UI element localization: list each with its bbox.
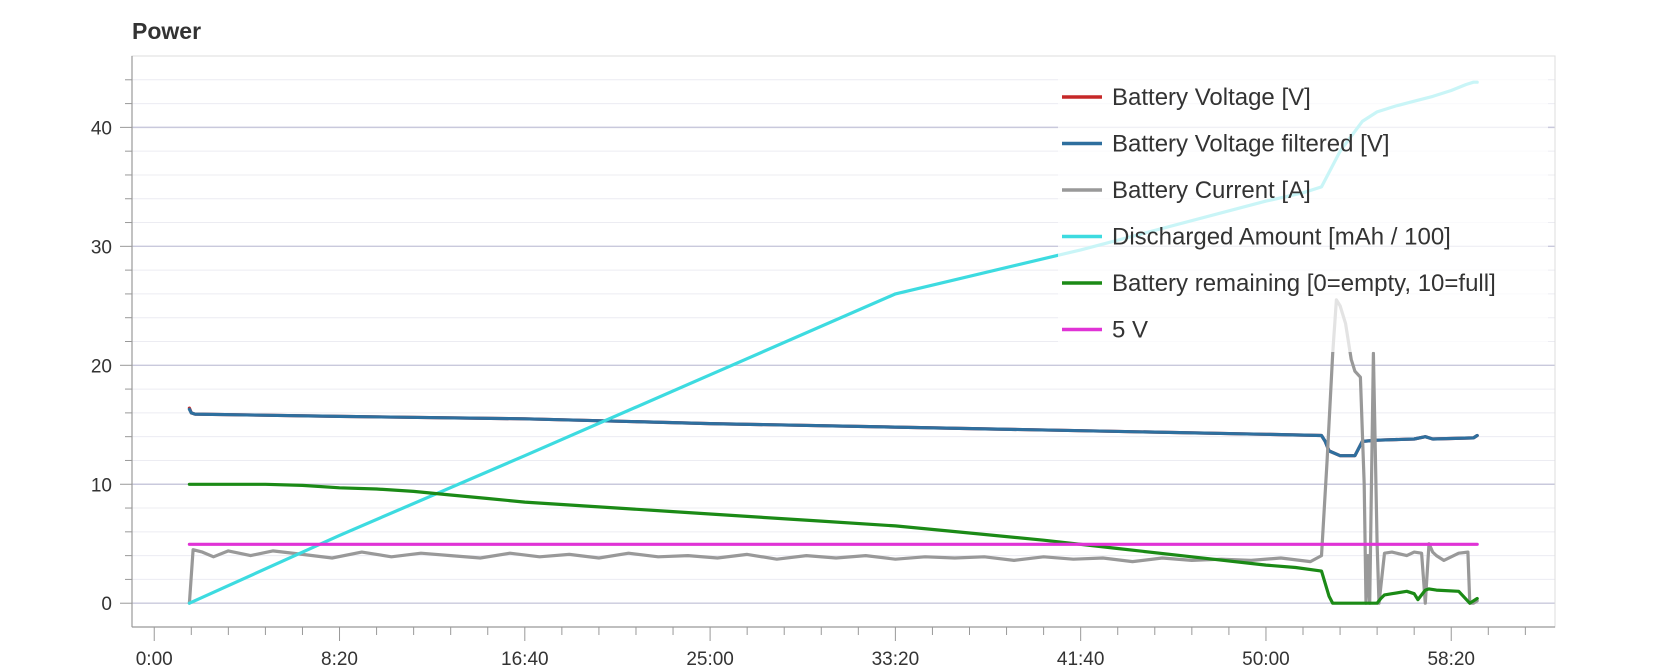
series-line-3 <box>187 298 1479 605</box>
legend-label: 5 V <box>1112 317 1148 344</box>
x-tick-label: 50:00 <box>1242 649 1290 667</box>
x-tick-label: 25:00 <box>686 649 734 667</box>
series-line-1 <box>187 406 1479 458</box>
x-tick-label: 16:40 <box>501 649 549 667</box>
legend-label: Battery Voltage filtered [V] <box>1112 131 1390 158</box>
y-tick-label: 10 <box>91 475 112 496</box>
y-tick-label: 40 <box>91 118 112 139</box>
x-tick-label: 8:20 <box>321 649 358 667</box>
series-line-5 <box>187 482 1479 605</box>
x-tick-label: 0:00 <box>136 649 173 667</box>
x-tick-label: 41:40 <box>1057 649 1105 667</box>
y-tick-label: 30 <box>91 237 112 258</box>
y-tick-label: 20 <box>91 356 112 377</box>
x-tick-label: 58:20 <box>1427 649 1475 667</box>
y-tick-label: 0 <box>101 594 112 615</box>
x-tick-label: 33:20 <box>872 649 920 667</box>
series-line-2 <box>187 407 1479 458</box>
legend: Battery Voltage [V] Battery Voltage filte… <box>1058 69 1548 352</box>
legend-background <box>1058 69 1548 352</box>
legend-label: Battery remaining [0=empty, 10=full] <box>1112 270 1496 297</box>
axes: 0 10 20 30 40 0:00 8:20 16:40 25:00 33:20 41:40 50:… <box>91 56 1555 667</box>
legend-label: Battery Current [A] <box>1112 177 1311 204</box>
chart-title: Power <box>132 18 202 44</box>
legend-label: Battery Voltage [V] <box>1112 84 1311 111</box>
legend-label: Discharged Amount [mAh / 100] <box>1112 224 1451 251</box>
